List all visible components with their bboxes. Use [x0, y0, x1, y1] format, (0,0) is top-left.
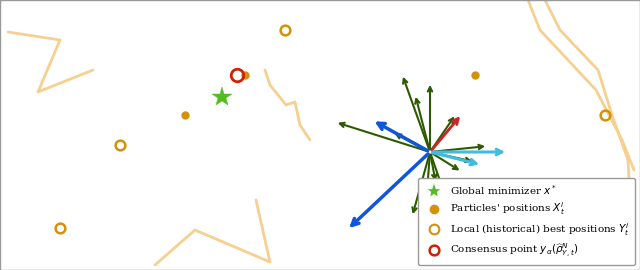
- Legend: Global minimizer $x^*$, Particles' positions $X_t^i$, Local (historical) best po: Global minimizer $x^*$, Particles' posit…: [419, 178, 635, 265]
